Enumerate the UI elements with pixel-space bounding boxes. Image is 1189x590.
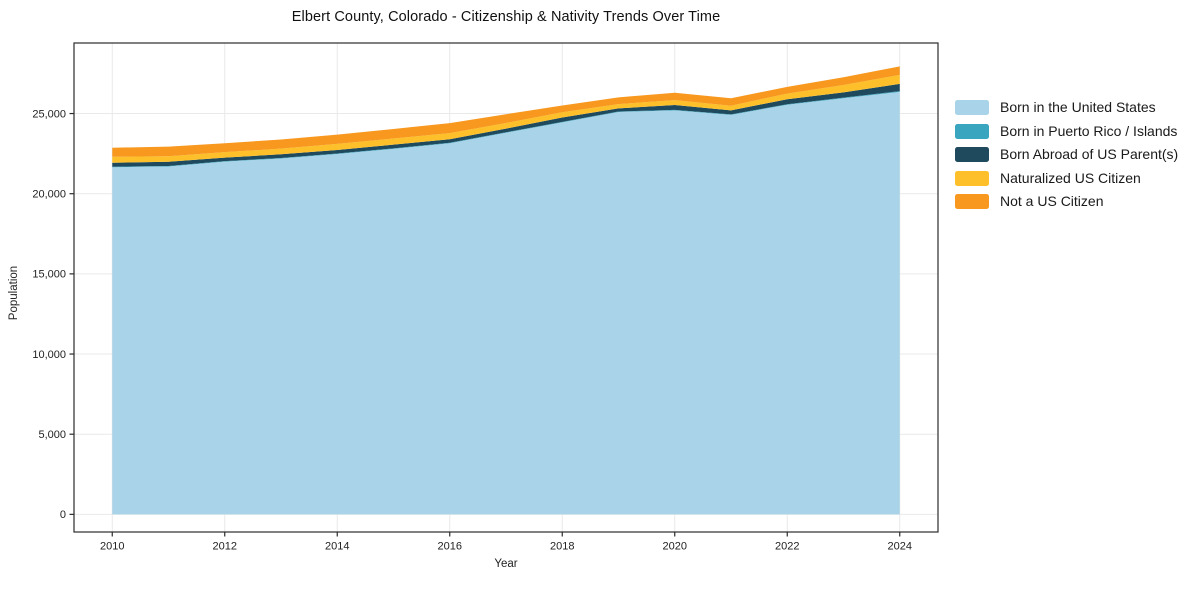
area-series-not-a-us-citizen (112, 66, 900, 157)
x-tick-label: 2014 (325, 541, 349, 553)
y-tick-label: 15,000 (32, 269, 66, 281)
legend-swatch-born-abroad-of-us-parents (955, 147, 989, 163)
legend-label: Naturalized US Citizen (1000, 169, 1141, 186)
legend-label: Not a US Citizen (1000, 193, 1104, 209)
x-tick-label: 2016 (438, 541, 462, 553)
legend-swatch-naturalized-us-citizen (955, 170, 989, 186)
legend-swatch-born-in-puerto-rico-islands (955, 123, 989, 139)
x-axis-label: Year (494, 558, 518, 570)
legend-item: Born Abroad of US Parent(s) (955, 146, 1179, 163)
x-tick-label: 2012 (213, 541, 237, 553)
x-tick-label: 2010 (100, 541, 124, 553)
x-tick-label: 2024 (888, 541, 912, 553)
y-tick-label: 0 (60, 509, 66, 521)
y-tick-label: 5,000 (38, 429, 66, 441)
legend-item: Naturalized US Citizen (955, 169, 1178, 187)
y-tick-label: 10,000 (32, 349, 66, 361)
legend-label: Born in the United States (1000, 99, 1156, 115)
legend: Born in the United States Born in Puerto… (955, 99, 1179, 210)
x-tick-label: 2020 (663, 541, 687, 553)
x-tick-label: 2018 (550, 541, 574, 553)
plot-border (73, 42, 939, 533)
legend-label: Born in Puerto Rico / Islands (1000, 122, 1178, 139)
legend-item: Not a US Citizen (955, 193, 1178, 210)
legend-item: Born in Puerto Rico / Islands (955, 122, 1178, 140)
y-axis-label: Population (8, 265, 20, 321)
chart-title: Elbert County, Colorado - Citizenship & … (291, 9, 721, 25)
legend-item: Born in the United States (955, 99, 1178, 116)
legend-swatch-born-in-the-united-states (955, 100, 989, 116)
x-tick-label: 2022 (775, 541, 799, 553)
y-tick-label: 25,000 (32, 108, 66, 120)
area-series-born-in-the-united-states (112, 91, 900, 515)
legend-swatch-not-a-us-citizen (955, 194, 989, 210)
legend-label: Born Abroad of US Parent(s) (1000, 146, 1179, 162)
y-tick-label: 20,000 (32, 189, 66, 201)
